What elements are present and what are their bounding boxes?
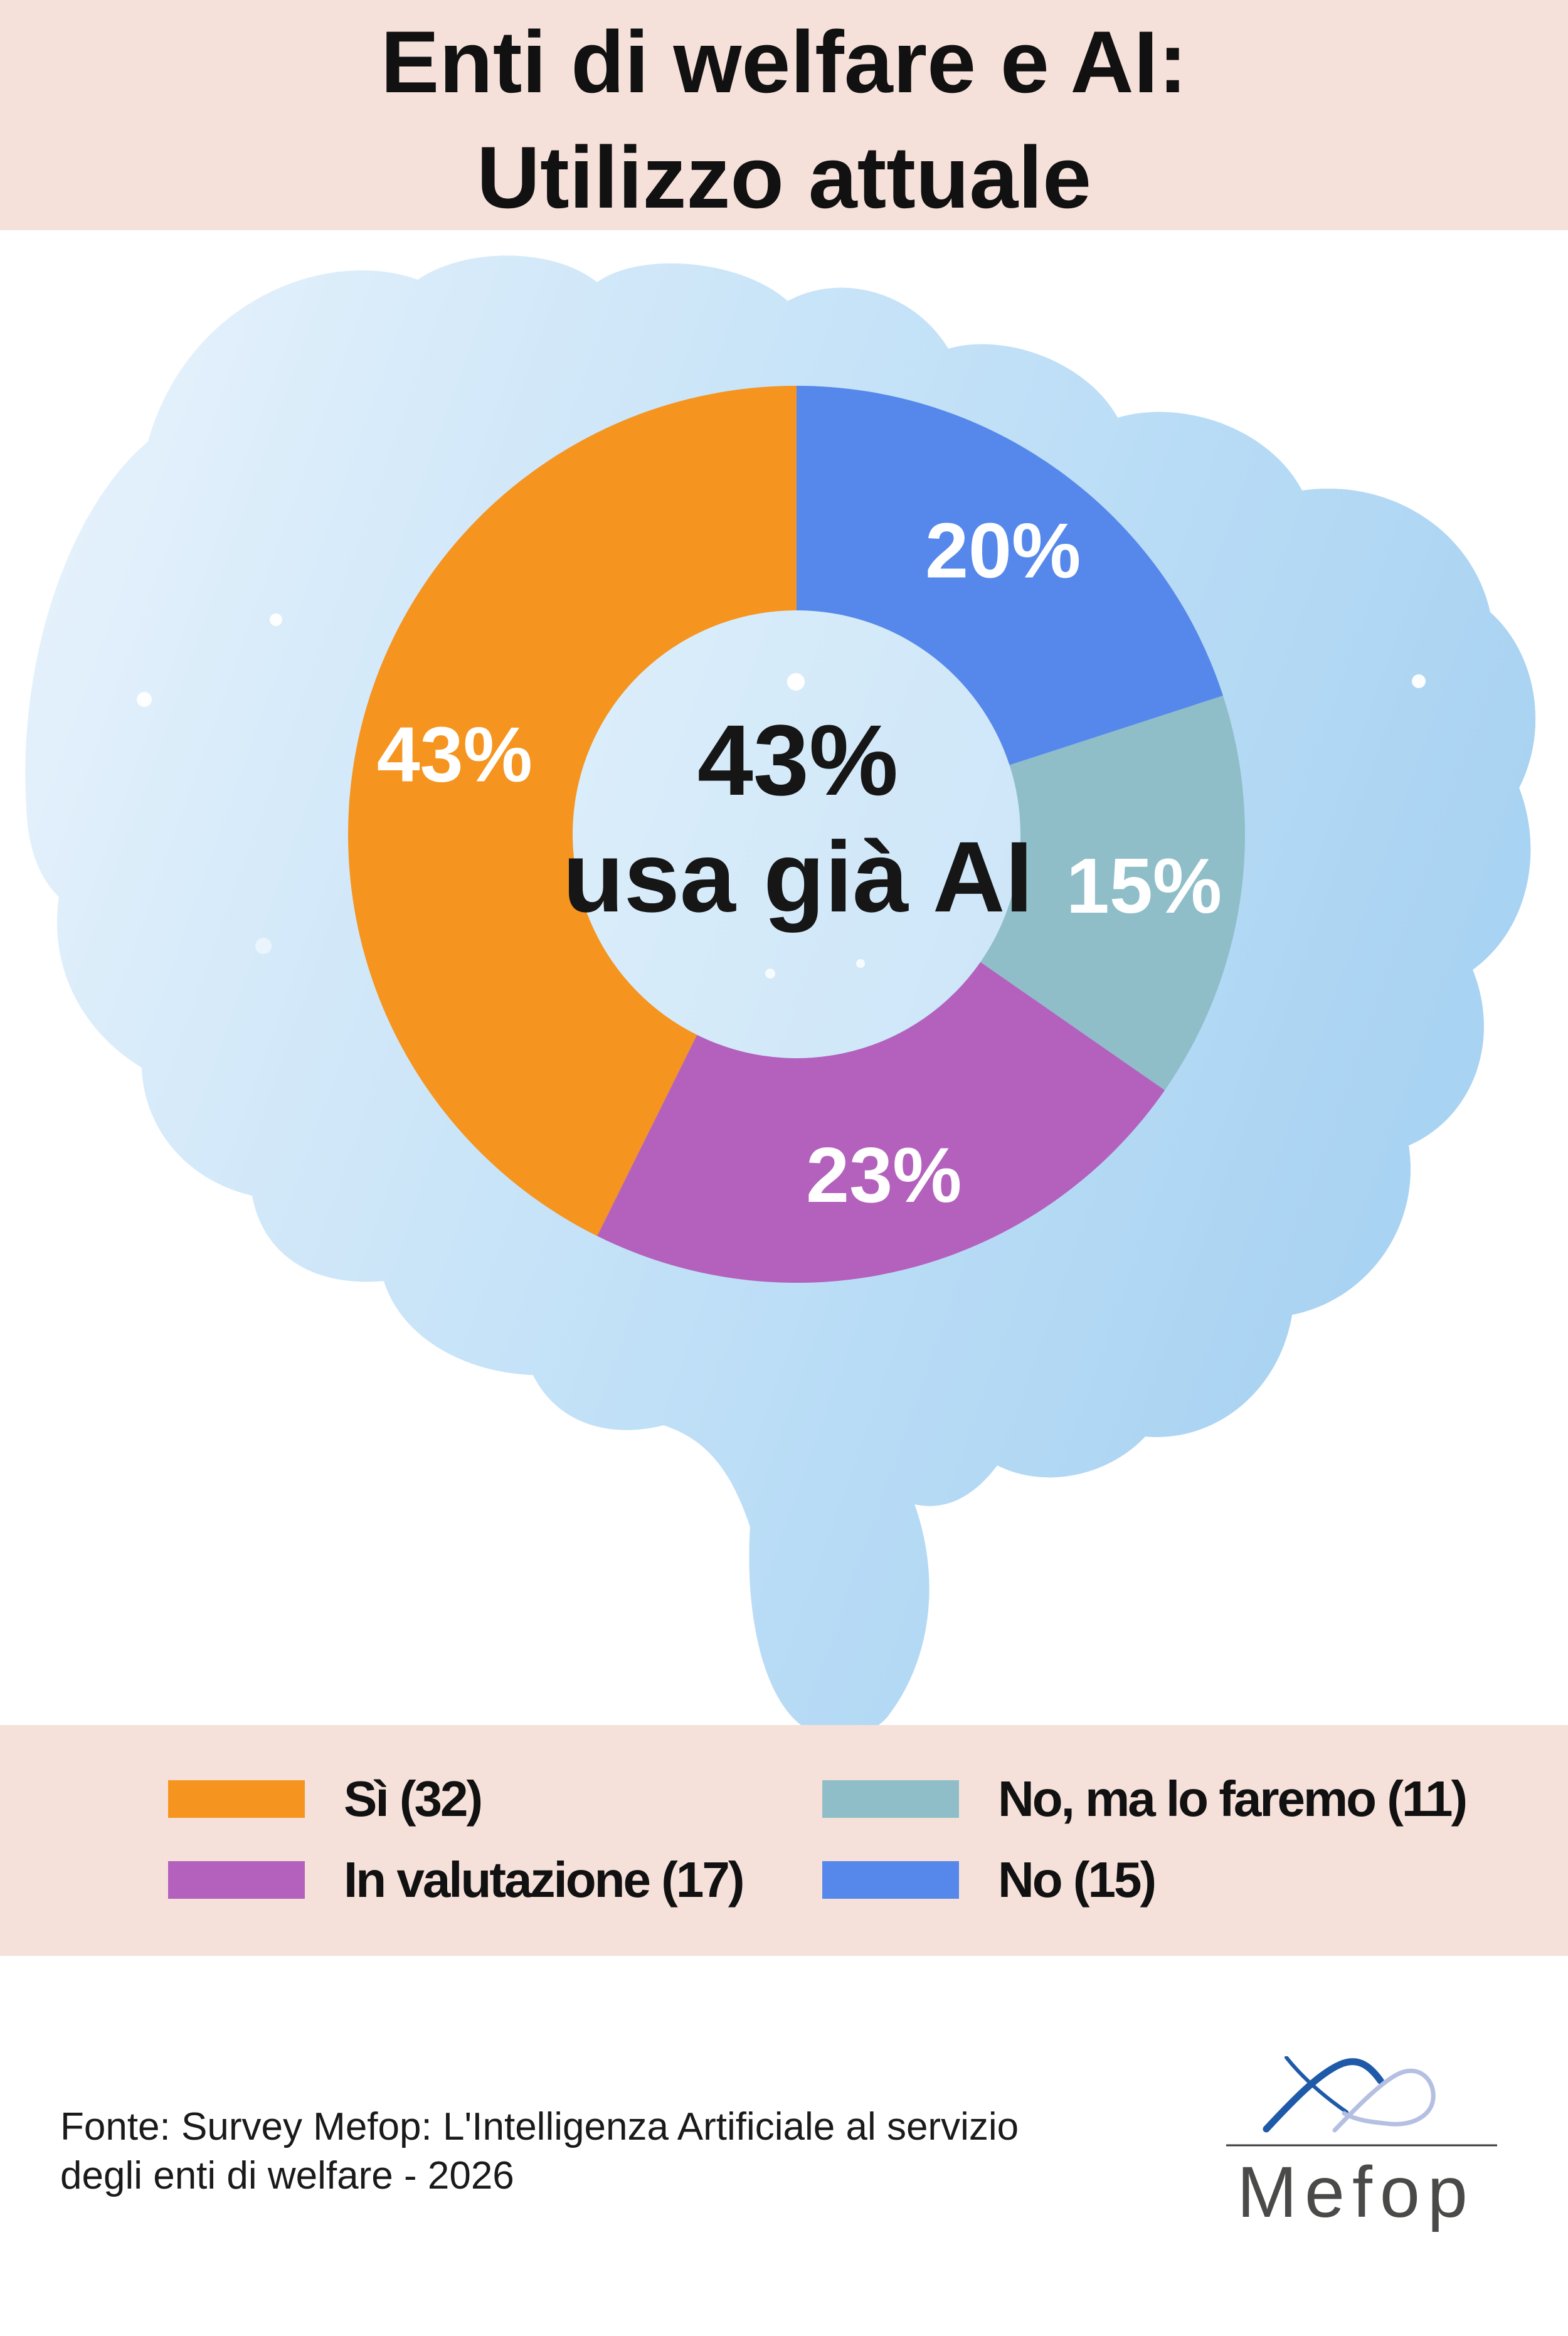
- legend-item-si: Sì (32): [168, 1770, 483, 1828]
- slice-percent-label: 43%: [377, 712, 532, 799]
- legend-band: Sì (32) In valutazione (17) No, ma lo fa…: [0, 1725, 1568, 1956]
- legend-swatch-si: [168, 1780, 305, 1818]
- donut-hole: [573, 610, 1020, 1058]
- source-line2: degli enti di welfare - 2026: [60, 2154, 514, 2197]
- header-band: Enti di welfare e AI: Utilizzo attuale: [0, 0, 1568, 230]
- slice-percent-label: 15%: [1066, 843, 1222, 930]
- legend-swatch-in-valutazione: [168, 1861, 305, 1899]
- mefop-logo-icon: [1263, 2056, 1436, 2133]
- logo-wordmark: Mefop: [1237, 2152, 1475, 2232]
- network-dots: [137, 613, 1426, 979]
- page-title-line2: Utilizzo attuale: [476, 128, 1092, 226]
- legend-label-no: No (15): [998, 1852, 1157, 1908]
- donut-chart: 20% 15% 23% 43%: [347, 386, 1246, 1283]
- legend-label-si: Sì (32): [344, 1771, 483, 1827]
- slice-percent-label: 20%: [925, 507, 1081, 594]
- legend-label-in-valutazione: In valutazione (17): [344, 1852, 744, 1908]
- donut-center-value: 43%: [697, 704, 898, 816]
- donut-slice-s-: [347, 386, 797, 1236]
- legend-item-in-valutazione: In valutazione (17): [168, 1851, 744, 1909]
- legend-item-no-ma-lo-faremo: No, ma lo faremo (11): [822, 1770, 1468, 1828]
- donut-slice-no: [797, 386, 1224, 765]
- legend-item-no: No (15): [822, 1851, 1157, 1909]
- source-line1: Fonte: Survey Mefop: L'Intelligenza Arti…: [60, 2105, 1019, 2148]
- slice-percent-label: 23%: [806, 1132, 961, 1219]
- legend-swatch-no: [822, 1861, 959, 1899]
- donut-slice-no-ma-lo-faremo: [980, 696, 1246, 1091]
- legend-swatch-no-ma-lo-faremo: [822, 1780, 959, 1818]
- legend-label-no-ma-lo-faremo: No, ma lo faremo (11): [998, 1771, 1468, 1827]
- source-note: Fonte: Survey Mefop: L'Intelligenza Arti…: [60, 2103, 1019, 2201]
- page-title-line1: Enti di welfare e AI:: [380, 13, 1188, 111]
- donut-slice-in-valutazione: [597, 962, 1165, 1283]
- mefop-logo: Mefop: [1226, 2056, 1497, 2232]
- donut-center-caption: usa già AI: [563, 820, 1033, 933]
